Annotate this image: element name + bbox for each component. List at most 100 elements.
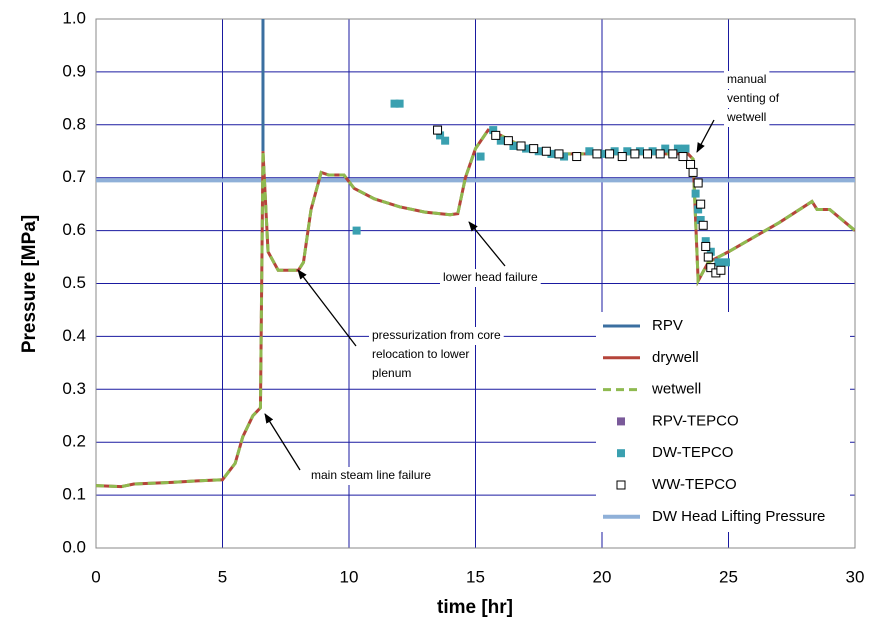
data-point [714,258,723,267]
data-point [706,263,716,273]
data-point [678,152,688,162]
annotation-arrow [468,221,506,267]
data-point [547,149,556,158]
y-tick-label: 0.3 [62,379,86,398]
legend-label: RPV [652,317,683,334]
data-point [560,152,569,161]
data-point [534,147,543,156]
data-point [395,99,404,108]
data-point [643,149,653,159]
legend-label: WW-TEPCO [652,476,737,493]
data-point [503,136,513,146]
annotation: venting of [727,91,780,105]
annotation-arrow [696,119,715,153]
data-point [605,149,615,159]
data-point [509,141,518,150]
data-point [696,216,705,225]
data-point [686,159,696,169]
data-point [703,252,713,262]
data-point [661,144,670,153]
data-point [489,126,498,135]
data-point [585,147,594,156]
legend-label: RPV-TEPCO [652,412,739,429]
x-axis-title: time [hr] [437,597,513,618]
data-point [668,149,678,159]
x-tick-label: 20 [593,567,612,586]
y-tick-label: 0.5 [62,273,86,292]
data-point [436,131,445,140]
legend-label: drywell [652,349,699,366]
data-point [716,265,726,275]
y-tick-label: 0.1 [62,485,86,504]
legend-label: DW Head Lifting Pressure [652,508,825,525]
y-tick-label: 0.9 [62,61,86,80]
x-tick-label: 25 [719,567,738,586]
legend-symbol [617,417,625,426]
data-point [554,149,564,159]
data-point [610,147,619,156]
data-point [522,144,531,153]
annotation-bg [724,109,770,127]
data-point [592,149,602,159]
data-point [623,147,632,156]
x-tick-label: 15 [466,567,485,586]
annotation: main steam line failure [311,468,431,482]
x-tick-label: 30 [846,567,865,586]
data-point [476,152,485,161]
data-point [701,237,710,246]
data-point [688,167,698,177]
data-point [706,247,715,256]
series-line [96,128,855,489]
data-point [541,146,551,156]
legend-symbol [616,480,626,490]
annotation-bg [440,269,541,287]
legend-label: wetwell [651,381,701,398]
annotation: pressurization from core [372,328,501,342]
data-point [572,152,582,162]
data-point [673,144,682,153]
data-point [691,189,700,198]
data-point [516,141,526,151]
annotation-arrow [297,269,357,347]
data-point [441,136,450,145]
data-point [655,149,665,159]
data-point [693,178,703,188]
y-tick-label: 0.0 [62,537,86,556]
data-point [529,144,539,154]
data-point [701,241,711,251]
annotation-bg [369,346,473,364]
legend-symbol [617,449,625,458]
x-tick-label: 10 [340,567,359,586]
plot-frame [95,18,856,549]
legend-label: DW-TEPCO [652,444,733,461]
annotation: wetwell [726,110,766,124]
annotation: relocation to lower [372,347,469,361]
y-tick-label: 0.2 [62,432,86,451]
data-point [696,199,706,209]
annotation: lower head failure [443,270,538,284]
x-tick-label: 0 [91,567,100,586]
data-point [630,149,640,159]
annotation-bg [724,90,783,108]
data-point [390,99,399,108]
data-point [698,220,708,230]
data-point [491,130,501,140]
data-point [648,147,657,156]
y-tick-label: 0.6 [62,220,86,239]
annotation-arrow [264,413,301,471]
data-point [635,147,644,156]
annotation-bg [369,365,415,383]
annotation-bg [369,327,504,345]
y-tick-label: 1.0 [62,8,86,27]
y-tick-label: 0.4 [62,326,86,345]
annotation: manual [727,72,766,86]
annotation: plenum [372,366,411,380]
data-point [496,136,505,145]
data-point [681,144,690,153]
legend-bg [596,312,850,532]
data-point [433,125,443,135]
y-tick-label: 0.8 [62,114,86,133]
data-point [352,226,361,235]
x-tick-label: 5 [218,567,227,586]
